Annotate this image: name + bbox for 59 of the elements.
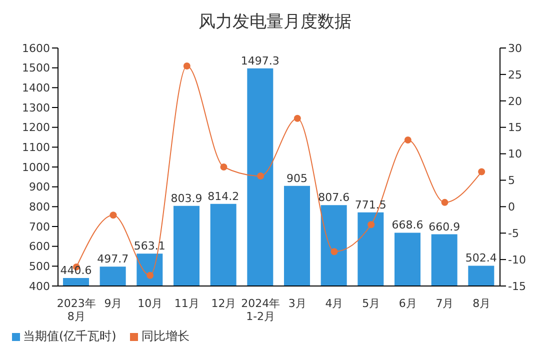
x-tick-label: 8月 <box>472 297 491 310</box>
y-tick-label: 1600 <box>22 42 50 55</box>
y-tick-label: 900 <box>29 180 50 194</box>
data-label: 440.6 <box>60 264 92 277</box>
data-label: 814.2 <box>208 190 240 203</box>
data-label: 502.4 <box>465 252 497 265</box>
point <box>146 272 154 279</box>
y-tick-label: 1300 <box>22 101 50 114</box>
y-tick-label: 600 <box>29 240 50 254</box>
point <box>294 114 301 122</box>
y-tick-label: 1400 <box>22 82 50 95</box>
point <box>220 164 228 170</box>
data-label: 668.6 <box>392 218 424 232</box>
x-tick-label: 7月 <box>436 297 454 310</box>
x-tick-label: 10月 <box>138 297 163 310</box>
legend-label: 当期值(亿千瓦时) <box>23 328 116 345</box>
point <box>183 62 190 70</box>
y-tick-label: 700 <box>29 220 50 234</box>
point <box>441 198 448 206</box>
point <box>257 172 264 180</box>
y2-tick-label: 15 <box>508 121 522 134</box>
data-label: 1497.3 <box>240 54 280 68</box>
data-label: 497.7 <box>97 252 129 266</box>
x-tick-label: 11月 <box>174 297 200 310</box>
y2-tick-label: 25 <box>508 68 522 82</box>
x-tick-label: 2024年 1-2月 <box>241 297 280 323</box>
x-tick-label: 4月 <box>325 297 344 310</box>
x-tick-label: 2023年 8月 <box>56 297 96 323</box>
data-label: 660.9 <box>428 220 460 234</box>
data-label: 905 <box>286 172 308 185</box>
y2-tick-label: -10 <box>508 253 526 266</box>
y-tick-label: 800 <box>29 200 50 214</box>
y2-tick-label: 10 <box>508 148 522 161</box>
chart-title: 风力发电量月度数据 <box>198 11 352 33</box>
point <box>368 221 375 228</box>
y2-tick-label: -5 <box>508 227 519 240</box>
x-tick-label: 12月 <box>211 297 236 310</box>
x-tick-label: 3月 <box>288 297 306 310</box>
x-tick-label: 6月 <box>398 297 417 310</box>
legend-label: 同比增长 <box>141 328 190 345</box>
y2-tick-label: 20 <box>508 94 522 108</box>
y-tick-label: 500 <box>29 260 50 274</box>
y-tick-label: 400 <box>29 280 50 293</box>
y-tick-label: 1100 <box>22 141 50 154</box>
x-tick-label: 9月 <box>104 297 122 310</box>
y-tick-label: 1500 <box>22 62 50 75</box>
y2-tick-label: -15 <box>508 280 526 293</box>
y2-tick-label: 0 <box>508 200 515 214</box>
y2-tick-label: 5 <box>508 174 515 188</box>
point <box>110 212 117 219</box>
point <box>404 136 412 144</box>
point <box>330 248 338 256</box>
data-label: 803.9 <box>170 192 202 205</box>
point <box>478 168 486 176</box>
y2-tick-label: 30 <box>508 42 522 55</box>
data-label: 807.6 <box>318 191 350 204</box>
y-tick-label: 1000 <box>22 160 50 174</box>
x-tick-label: 5月 <box>362 297 380 310</box>
y-tick-label: 1200 <box>22 121 50 134</box>
